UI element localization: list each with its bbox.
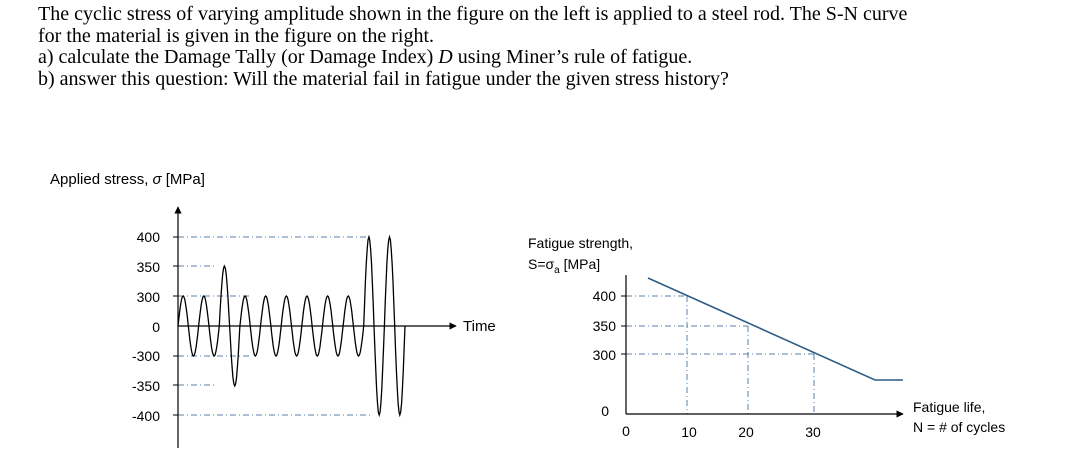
right-x-label-line2: N = # of cycles	[913, 419, 1005, 435]
left-ytick-neg350: -350	[132, 378, 160, 394]
problem-line-1: The cyclic stress of varying amplitude s…	[38, 3, 908, 25]
problem-line-3: a) calculate the Damage Tally (or Damage…	[38, 46, 1068, 69]
right-xtick-20: 20	[738, 424, 754, 440]
problem-line-3-post: using Miner’s rule of fatigue.	[452, 46, 693, 68]
left-x-label: Time	[463, 318, 496, 335]
left-ytick-neg400: -400	[132, 408, 160, 424]
right-tick-marks	[621, 295, 626, 355]
right-ytick-400: 400	[593, 288, 617, 304]
left-ytick-300: 300	[137, 289, 161, 305]
right-xtick-10: 10	[681, 424, 697, 440]
right-y-title-line1: Fatigue strength,	[528, 235, 633, 251]
left-ytick-neg300: -300	[132, 348, 160, 364]
left-y-title: Applied stress, σ [MPa]	[50, 171, 205, 188]
right-xtick-0: 0	[622, 423, 630, 439]
right-ytick-0: 0	[601, 403, 609, 419]
problem-statement: The cyclic stress of varying amplitude s…	[38, 3, 1068, 90]
right-x-label-line1: Fatigue life,	[913, 399, 985, 415]
left-ytick-0: 0	[152, 319, 160, 335]
right-guide-lines	[626, 295, 815, 414]
left-ytick-350: 350	[137, 259, 161, 275]
left-ytick-400: 400	[137, 229, 161, 245]
damage-variable: D	[438, 46, 453, 68]
right-xtick-30: 30	[805, 424, 821, 440]
problem-line-3-pre: a) calculate the Damage Tally (or Damage…	[38, 46, 439, 68]
right-ytick-350: 350	[593, 318, 617, 334]
left-tick-marks	[173, 236, 178, 416]
problem-line-4: b) answer this question: Will the materi…	[38, 67, 729, 90]
sn-curve	[647, 277, 903, 381]
right-y-title-line2: S=σa [MPa]	[528, 256, 600, 276]
right-ytick-300: 300	[593, 347, 617, 363]
problem-line-2: for the material is given in the figure …	[38, 24, 434, 47]
left-figure: Applied stress, σ [MPa] 400 350 300 0 -3…	[50, 171, 496, 448]
stress-waveform	[177, 234, 406, 418]
right-figure: Fatigue strength, S=σa [MPa] 400 350 300…	[528, 235, 1005, 440]
